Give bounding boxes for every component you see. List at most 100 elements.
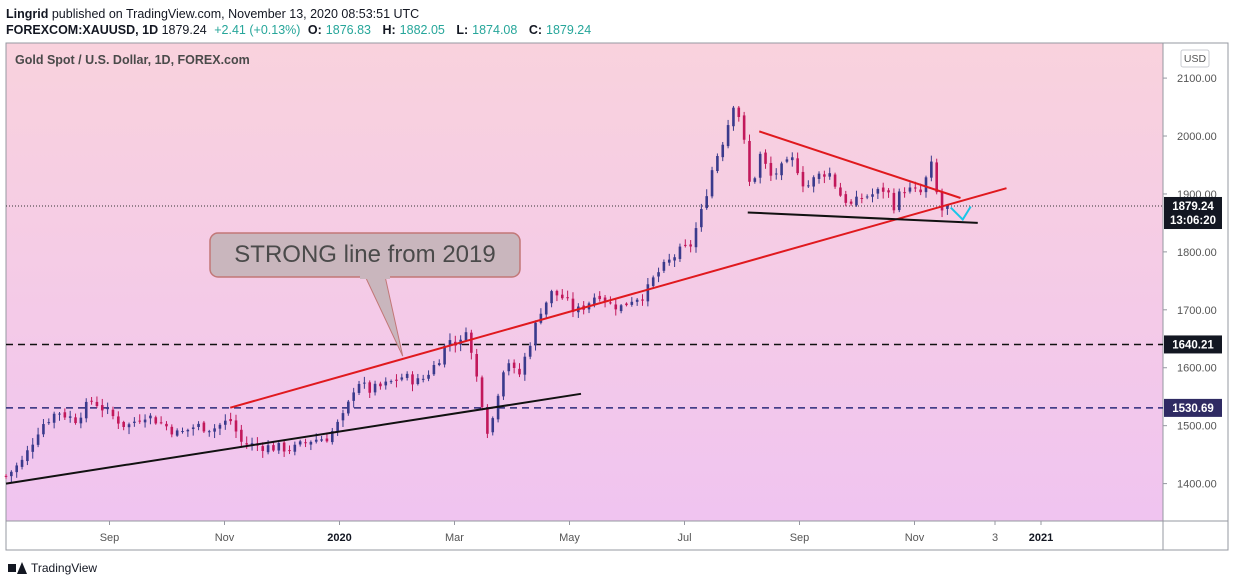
candle-body — [550, 291, 553, 304]
open-label: O: — [307, 23, 322, 37]
candle-body — [74, 417, 77, 424]
candle-body — [448, 340, 452, 346]
candle-body — [336, 421, 339, 432]
candle-body — [935, 162, 938, 193]
tradingview-footer[interactable]: TradingView — [8, 561, 97, 575]
candle-body — [689, 244, 692, 247]
candle-body — [544, 302, 548, 315]
candle-body — [234, 420, 238, 432]
candle-body — [224, 420, 227, 425]
candle-body — [288, 450, 291, 452]
candle-body — [437, 363, 441, 366]
publisher-name[interactable]: Lingrid — [6, 7, 49, 21]
candle-body — [887, 190, 890, 193]
candle-body — [475, 354, 478, 377]
candle-body — [742, 115, 746, 140]
candle-body — [774, 173, 778, 175]
candle-body — [47, 422, 51, 424]
trendline-triangle-upper[interactable] — [758, 130, 961, 199]
candle-body — [68, 416, 72, 418]
candle-body — [240, 429, 243, 442]
candle-body — [651, 277, 655, 286]
candle-body — [416, 378, 420, 384]
candle-body — [919, 189, 922, 193]
candle-body — [908, 187, 912, 192]
candle-body — [871, 194, 874, 197]
candle-body — [571, 298, 575, 312]
candle-body — [903, 192, 906, 194]
price-label-box — [1164, 211, 1222, 230]
candle-body — [812, 177, 815, 187]
x-tick-label: 3 — [992, 532, 998, 544]
last-price: 1879.24 — [161, 23, 207, 37]
price-change: +2.41 (+0.13%) — [214, 23, 301, 37]
candle-body — [90, 400, 93, 402]
candle-body — [528, 345, 532, 357]
x-tick-label: May — [559, 532, 580, 544]
candle-body — [619, 305, 623, 312]
x-tick-label: Sep — [100, 532, 120, 544]
y-tick-label: 1700.00 — [1177, 305, 1217, 317]
candle-body — [304, 442, 307, 444]
candle-body — [876, 189, 880, 194]
x-tick-label: Sep — [790, 532, 810, 544]
candle-body — [673, 257, 676, 261]
candle-body — [272, 445, 275, 451]
candle-body — [175, 430, 179, 436]
candle-body — [154, 417, 158, 424]
candle-body — [678, 246, 682, 259]
candle-body — [785, 159, 789, 162]
candle-body — [373, 383, 377, 393]
candle-body — [149, 415, 152, 419]
x-tick-label: Nov — [905, 532, 925, 544]
price-label-box — [1164, 398, 1222, 417]
candle-body — [15, 465, 18, 473]
y-tick-label: 2000.00 — [1177, 131, 1217, 143]
candle-body — [507, 363, 511, 372]
published-text: published on TradingView.com, November 1… — [51, 7, 420, 21]
candle-body — [229, 419, 232, 422]
trendline-strong-line-2019[interactable] — [229, 187, 1007, 409]
candle-body — [726, 125, 730, 147]
candle-body — [159, 422, 163, 424]
candle-body — [940, 192, 944, 211]
candle-body — [716, 156, 719, 172]
candle-body — [849, 201, 853, 204]
candle-body — [518, 368, 521, 375]
candle-body — [52, 413, 56, 423]
candle-body — [694, 228, 698, 248]
candle-body — [839, 187, 842, 196]
publish-info: Lingrid published on TradingView.com, No… — [6, 6, 599, 22]
candle-body — [946, 205, 949, 209]
callout-joint — [360, 273, 390, 279]
candle-body — [405, 373, 409, 378]
x-tick-label: Jul — [677, 532, 691, 544]
currency-badge[interactable] — [1180, 49, 1210, 68]
candle-body — [277, 443, 281, 451]
candle-body — [828, 173, 832, 177]
candle-body — [411, 374, 414, 385]
candle-body — [609, 302, 612, 304]
y-tick-label: 1800.00 — [1177, 247, 1217, 259]
candle-body — [796, 158, 799, 174]
candle-body — [282, 442, 286, 452]
candle-body — [464, 332, 468, 341]
candle-body — [63, 412, 67, 418]
currency-label: USD — [1184, 53, 1207, 65]
candle-body — [363, 382, 366, 384]
candle-body — [486, 408, 489, 434]
candle-body — [753, 178, 757, 182]
candle-body — [700, 209, 703, 228]
candle-body — [560, 294, 564, 299]
plot-background — [6, 43, 1163, 521]
symbol-label: FOREXCOM:XAUUSD, 1D — [6, 23, 159, 37]
candle-body — [593, 297, 596, 305]
chart-title: Gold Spot / U.S. Dollar, 1D, FOREX.com — [15, 53, 250, 67]
callout-text: STRONG line from 2019 — [234, 241, 495, 268]
candle-body — [758, 153, 762, 178]
trendline-long-support[interactable] — [5, 392, 582, 485]
candle-body — [84, 401, 88, 419]
candle-body — [106, 408, 109, 410]
trendline-triangle-lower[interactable] — [747, 211, 978, 224]
